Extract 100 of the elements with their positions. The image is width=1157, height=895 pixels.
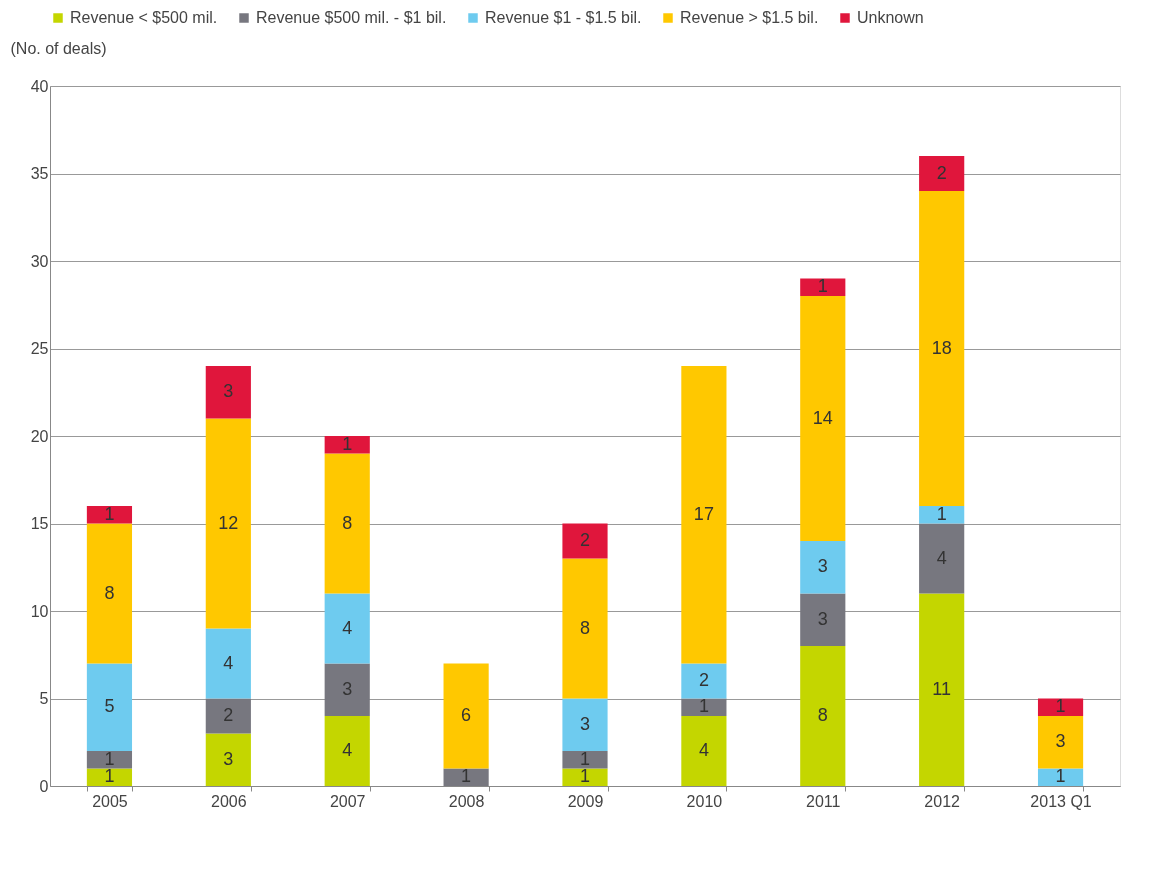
bar (800, 278, 846, 296)
legend-label: Revenue < $500 mil. (70, 9, 218, 26)
data-label: 6 (461, 705, 472, 725)
data-label: 1 (579, 748, 591, 769)
data-label: 1 (579, 766, 591, 787)
legend-label: Revenue $500 mil. - $1 bil. (256, 9, 447, 26)
bar (919, 191, 965, 506)
bar (681, 716, 727, 786)
data-label: 3 (579, 713, 591, 734)
data-label: 8 (342, 512, 353, 533)
bar (562, 558, 608, 699)
data-label: 8 (579, 617, 591, 638)
data-label: 1 (817, 276, 828, 297)
data-label: 3 (223, 748, 234, 769)
bar (800, 296, 846, 541)
bar (800, 541, 846, 594)
data-label: 3 (817, 556, 828, 577)
data-label: 3 (1055, 731, 1066, 752)
x-tick-label: 2012 (924, 792, 961, 810)
bar (1037, 698, 1084, 716)
data-label: 1 (936, 503, 947, 524)
bar (1037, 716, 1084, 769)
y-tick-label: 20 (30, 427, 49, 445)
bar (800, 646, 846, 786)
bar (205, 698, 251, 734)
data-label: 3 (342, 678, 353, 699)
y-tick-label: 0 (39, 777, 49, 795)
bar (86, 506, 133, 524)
data-label: 5 (104, 696, 115, 717)
data-label: 1 (104, 748, 115, 769)
bar (86, 751, 133, 769)
bar (1037, 768, 1084, 786)
data-label: 2 (936, 162, 947, 183)
bar (205, 418, 251, 629)
bar (919, 156, 965, 191)
data-label: 11 (932, 678, 952, 699)
legend-label: Revenue $1 - $1.5 bil. (485, 9, 642, 26)
bar (919, 523, 965, 594)
x-tick-label: 2007 (329, 792, 366, 810)
bar (681, 663, 727, 699)
data-label: 17 (693, 503, 714, 524)
bar (324, 436, 370, 454)
data-label: 4 (342, 740, 353, 760)
data-label: 1 (104, 766, 115, 787)
x-tick-label: 2011 (806, 792, 841, 810)
x-tick-label: 2006 (211, 792, 247, 810)
bar (562, 523, 608, 559)
bar (324, 593, 370, 664)
x-tick-label: 2013 Q1 (1030, 792, 1092, 810)
data-label: 1 (1055, 766, 1066, 787)
data-label: 3 (223, 381, 234, 402)
data-label: 1 (1055, 696, 1066, 717)
data-label: 2 (223, 705, 234, 725)
bar (800, 593, 846, 646)
bar (324, 663, 370, 716)
bar (205, 366, 251, 419)
bar (86, 768, 133, 786)
bar (443, 663, 489, 769)
x-tick-label: 2009 (567, 792, 604, 810)
data-label: 1 (342, 433, 353, 454)
data-label: 4 (698, 740, 709, 760)
data-label: 18 (931, 337, 952, 358)
bar (919, 593, 965, 786)
y-tick-label: 25 (30, 340, 49, 357)
bar (205, 733, 251, 786)
data-label: 3 (817, 608, 828, 629)
data-label: 1 (698, 696, 709, 717)
legend-label: Unknown (857, 9, 924, 26)
x-tick-label: 2008 (448, 792, 485, 810)
data-label: 2 (579, 530, 591, 550)
y-tick-label: 5 (39, 690, 49, 707)
bar (324, 716, 370, 786)
bar (919, 506, 965, 524)
data-label: 12 (218, 512, 239, 533)
y-tick-label: 35 (30, 165, 49, 182)
data-label: 14 (812, 407, 833, 428)
y-tick-label: 10 (30, 602, 49, 620)
data-label: 4 (936, 547, 947, 568)
y-tick-label: 40 (30, 77, 49, 95)
bar (562, 751, 608, 769)
x-tick-label: 2010 (686, 792, 723, 810)
data-label: 1 (461, 766, 472, 787)
data-label: 8 (104, 582, 115, 603)
data-label: 1 (104, 503, 115, 524)
data-label: 8 (817, 705, 828, 725)
bar (86, 523, 133, 664)
y-axis-title: (No. of deals) (10, 39, 107, 57)
y-tick-label: 30 (30, 252, 49, 270)
legend-label: Revenue > $1.5 bil. (680, 9, 819, 26)
bar (324, 453, 370, 594)
x-tick-label: 2005 (92, 792, 128, 810)
bar (562, 768, 608, 786)
data-label: 4 (223, 652, 234, 673)
bar (562, 698, 608, 751)
bar (205, 628, 251, 699)
y-tick-label: 15 (30, 515, 49, 532)
bar (86, 663, 133, 751)
data-label: 4 (342, 617, 353, 638)
data-label: 2 (698, 670, 709, 690)
bar (681, 366, 727, 664)
